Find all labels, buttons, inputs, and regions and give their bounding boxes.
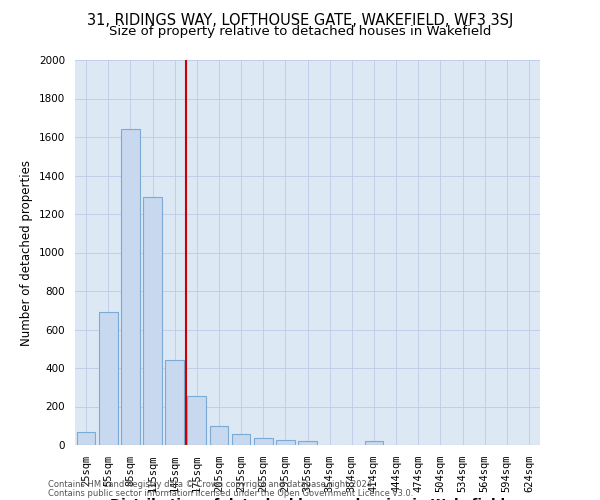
X-axis label: Distribution of detached houses by size in Wakefield: Distribution of detached houses by size … bbox=[110, 498, 505, 500]
Bar bbox=[298, 441, 317, 445]
Bar bbox=[165, 360, 184, 445]
Bar bbox=[365, 441, 383, 445]
Text: Size of property relative to detached houses in Wakefield: Size of property relative to detached ho… bbox=[109, 25, 491, 38]
Text: Contains public sector information licensed under the Open Government Licence v3: Contains public sector information licen… bbox=[48, 488, 413, 498]
Bar bbox=[254, 438, 272, 445]
Bar bbox=[187, 396, 206, 445]
Bar bbox=[121, 130, 140, 445]
Bar bbox=[77, 432, 95, 445]
Bar bbox=[143, 196, 162, 445]
Bar bbox=[276, 440, 295, 445]
Text: 31, RIDINGS WAY, LOFTHOUSE GATE, WAKEFIELD, WF3 3SJ: 31, RIDINGS WAY, LOFTHOUSE GATE, WAKEFIE… bbox=[87, 12, 513, 28]
Bar bbox=[99, 312, 118, 445]
Bar bbox=[209, 426, 229, 445]
Y-axis label: Number of detached properties: Number of detached properties bbox=[20, 160, 34, 346]
Text: Contains HM Land Registry data © Crown copyright and database right 2024.: Contains HM Land Registry data © Crown c… bbox=[48, 480, 374, 489]
Bar bbox=[232, 434, 250, 445]
